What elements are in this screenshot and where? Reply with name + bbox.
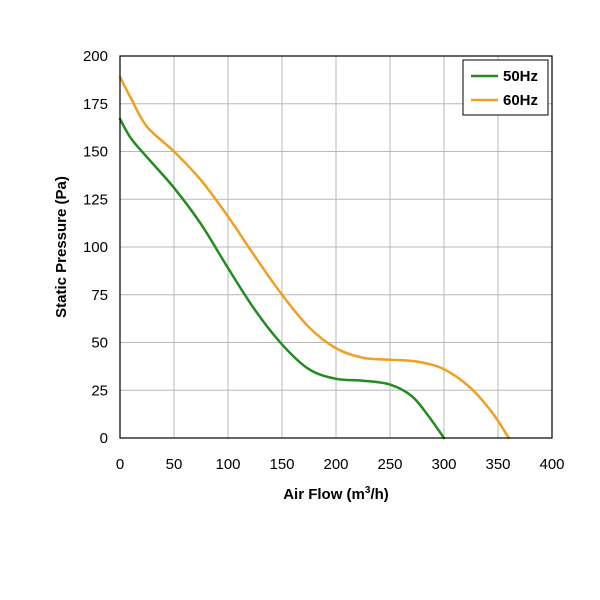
y-tick-labels: 0 25 50 75 100 125 150 175 200 [83,48,108,447]
y-tick-label-0: 0 [100,430,108,447]
y-axis-title: Static Pressure (Pa) [53,176,70,318]
x-tick-label-50: 50 [166,456,183,473]
x-tick-label-300: 300 [431,456,456,473]
legend-label-50hz: 50Hz [503,68,538,85]
y-tick-label-125: 125 [83,191,108,208]
y-tick-label-25: 25 [91,382,108,399]
x-axis-title-end: /h) [370,486,388,503]
x-tick-label-200: 200 [323,456,348,473]
series-group [118,75,511,440]
legend: 50Hz 60Hz [462,59,549,116]
x-axis-title: Air Flow (m3/h) [283,485,389,503]
x-tick-label-350: 350 [485,456,510,473]
x-tick-label-0: 0 [116,456,124,473]
series-line-50hz [118,117,446,440]
plot-frame [119,55,553,439]
legend-box [462,59,549,116]
x-tick-label-250: 250 [377,456,402,473]
x-tick-label-150: 150 [269,456,294,473]
y-tick-label-175: 175 [83,96,108,113]
series-line-60hz [118,75,511,440]
y-tick-label-150: 150 [83,144,108,161]
y-tick-label-100: 100 [83,239,108,256]
y-tick-label-75: 75 [91,287,108,304]
x-tick-label-100: 100 [215,456,240,473]
y-tick-label-50: 50 [91,335,108,352]
x-axis-title-sup: 3 [365,485,371,496]
x-tick-labels: 0 50 100 150 200 250 300 350 400 [116,456,565,473]
legend-label-60hz: 60Hz [503,92,538,109]
x-tick-label-400: 400 [539,456,564,473]
x-axis-title-base: Air Flow (m [283,486,365,503]
y-tick-label-200: 200 [83,48,108,65]
